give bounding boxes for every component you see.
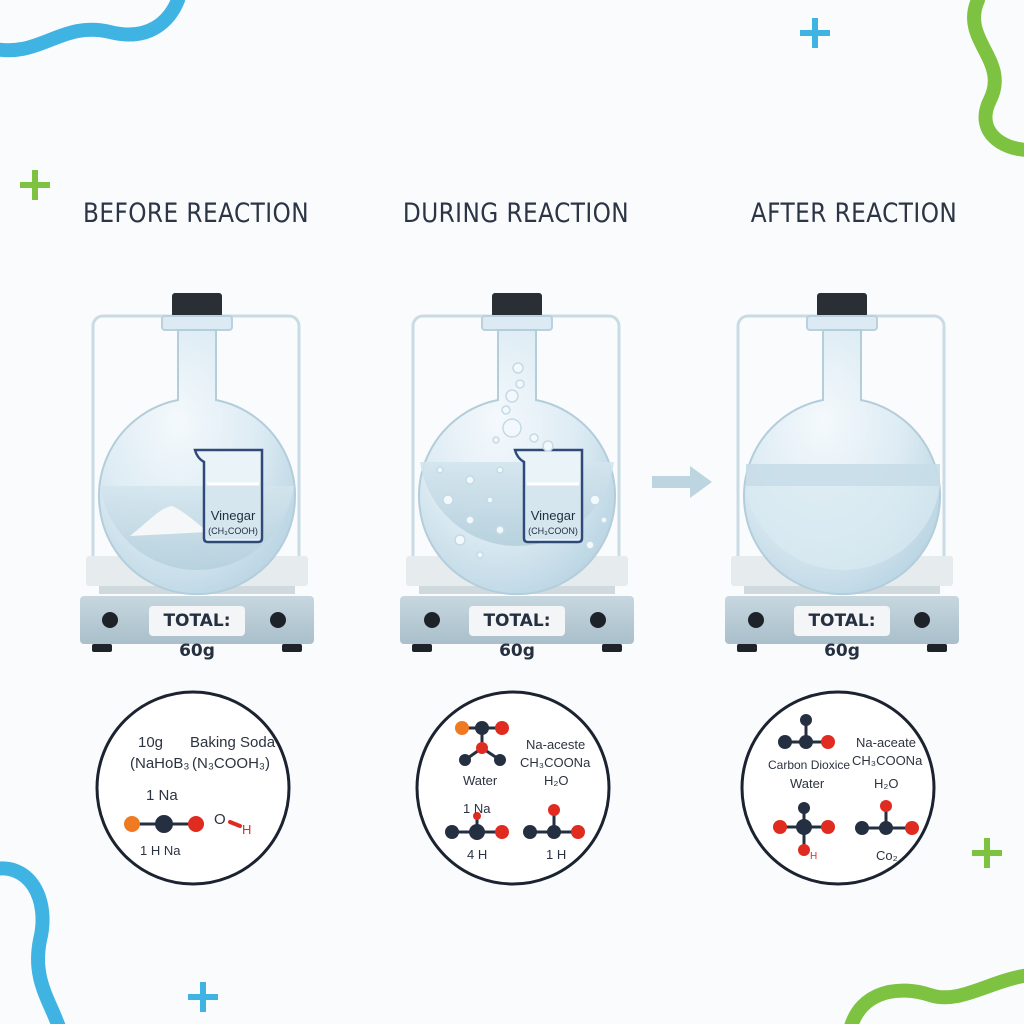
atom-dark <box>155 815 173 833</box>
na-label: 1 Na <box>463 801 491 816</box>
plus-icon <box>800 18 830 48</box>
compound-formula: CH₃COONa <box>520 755 591 770</box>
beaker-formula: (CH₃COOH) <box>208 526 258 536</box>
plus-icon <box>972 838 1002 868</box>
h-label: H <box>810 851 818 862</box>
h4-label: 4 H <box>467 847 488 862</box>
beaker-label-before: Vinegar (CH₃COOH) <box>198 508 268 536</box>
stage-title-during: DURING REACTION <box>402 198 630 229</box>
water-formula: H₂O <box>874 776 899 791</box>
atom-label-top: 1 Na <box>146 787 178 804</box>
stage-before <box>80 293 314 886</box>
green-wave-bottom-right <box>844 968 1024 1024</box>
scale-knob <box>590 612 606 628</box>
liquid-band <box>746 464 940 486</box>
stopper <box>492 293 542 317</box>
plus-icon <box>188 982 218 1012</box>
beaker-label-during: Vinegar (CH₃COON) <box>518 508 588 536</box>
beaker-name: Vinegar <box>210 508 256 523</box>
scale-total-before: TOTAL: 60g <box>149 606 245 661</box>
stage-title-after: AFTER REACTION <box>750 198 958 229</box>
scale-knob <box>748 612 764 628</box>
baking-soda-pile <box>130 506 208 536</box>
compound-name: Na-aceste <box>526 737 586 752</box>
scale-knob <box>270 612 286 628</box>
stage-title-before: BEFORE REACTION <box>82 198 310 229</box>
h1-label: 1 H <box>546 847 567 862</box>
oh-h: H <box>242 822 252 837</box>
co2-label: Carbon Dioxice <box>768 758 851 772</box>
compound-formula: CH₃COONa <box>852 753 923 768</box>
stage-after <box>725 293 959 886</box>
blue-wave-top-left <box>0 0 185 58</box>
compound-name: Baking Soda <box>190 734 276 751</box>
scale-total-during: TOTAL: 60g <box>469 606 565 661</box>
mass-label: 10g <box>138 734 164 751</box>
blue-wave-bottom-left <box>0 861 66 1024</box>
co2-formula: Co₂ <box>876 848 898 863</box>
oh-o: O <box>214 811 226 828</box>
beaker-name: Vinegar <box>530 508 576 523</box>
water-label: Water <box>790 776 825 791</box>
stopper <box>172 293 222 317</box>
water-formula: H₂O <box>544 773 569 788</box>
atom-label-bottom: 1 H Na <box>140 843 181 858</box>
plus-icon <box>20 170 50 200</box>
scale-total-after: TOTAL: 60g <box>794 606 890 661</box>
formula-b: (N₃COOH₃) <box>192 755 271 772</box>
stage-during <box>400 293 634 886</box>
water-label: Water <box>463 773 498 788</box>
scale-knob <box>424 612 440 628</box>
molecule-panel <box>415 690 611 886</box>
scale-knob <box>102 612 118 628</box>
bubbles <box>436 362 608 559</box>
molecule-panel <box>95 690 291 886</box>
scale-knob <box>914 612 930 628</box>
arrow-icon <box>652 466 712 498</box>
formula-a: (NaHoB₃ <box>130 755 190 772</box>
stopper <box>817 293 867 317</box>
compound-name: Na-aceate <box>856 735 916 750</box>
beaker-formula: (CH₃COON) <box>528 526 578 536</box>
atom-orange <box>124 816 140 832</box>
green-wave-top-right <box>967 0 1024 157</box>
atom-red <box>188 816 204 832</box>
molecule-panel <box>740 690 936 886</box>
